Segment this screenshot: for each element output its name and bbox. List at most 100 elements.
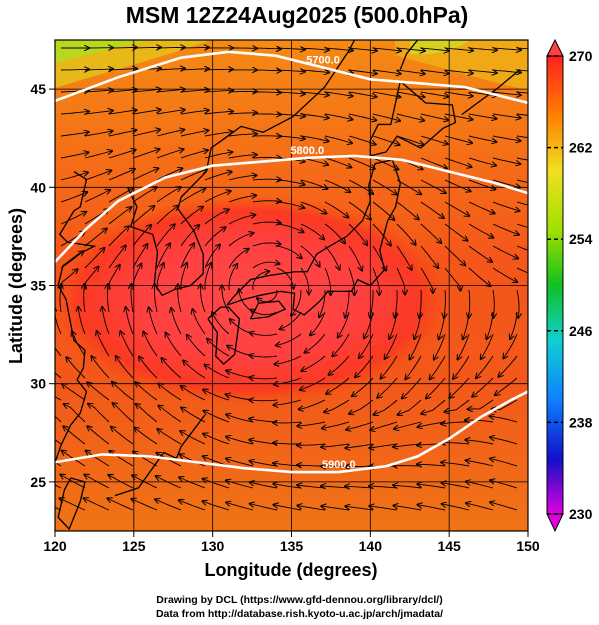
streamline-arrow xyxy=(468,157,496,166)
streamline-arrow xyxy=(417,484,446,489)
streamline-arrow xyxy=(444,69,473,73)
streamline-arrow xyxy=(192,309,206,335)
streamline-arrow xyxy=(180,69,209,70)
colorbar-tick-label: 238 xyxy=(569,414,593,430)
streamline-arrow xyxy=(492,245,518,259)
streamline-arrow xyxy=(134,428,158,445)
streamline-arrow xyxy=(226,502,254,511)
streamline-arrow xyxy=(297,421,326,426)
streamline-arrow xyxy=(276,136,305,139)
colorbar-tick-label: 270 xyxy=(569,48,593,64)
credit-drawing: Drawing by DCL (https://www.gfd-dennou.o… xyxy=(156,594,443,606)
streamline-arrow xyxy=(55,415,62,423)
streamline-arrow xyxy=(55,484,62,489)
streamline-arrow xyxy=(324,223,345,243)
streamline-arrow xyxy=(55,372,62,379)
streamline-arrow xyxy=(420,157,447,168)
streamline-arrow xyxy=(250,333,278,336)
streamline-arrow xyxy=(228,134,257,136)
streamline-arrow xyxy=(396,245,412,270)
streamline-arrow xyxy=(181,408,206,423)
streamline-arrow xyxy=(329,355,350,375)
streamline-arrow xyxy=(228,175,257,181)
streamline-arrow xyxy=(87,382,110,401)
streamline-arrow xyxy=(84,475,110,489)
streamline-arrow xyxy=(468,201,495,213)
streamline-arrow xyxy=(453,355,470,379)
height-contours: 5700.0 5800.0 5900.0 xyxy=(55,50,528,474)
streamline-arrow xyxy=(492,48,521,50)
streamline-arrow xyxy=(203,479,230,489)
streamline-arrow xyxy=(348,48,377,51)
streamline-arrow xyxy=(420,113,448,120)
streamline-arrow xyxy=(92,356,110,379)
streamline-arrow xyxy=(107,284,109,313)
streamline-arrow xyxy=(493,289,494,318)
streamline-arrow xyxy=(349,399,374,414)
streamline-arrow xyxy=(301,355,326,371)
coastlines xyxy=(55,40,521,531)
streamline-arrow xyxy=(156,89,185,92)
streamline-arrow xyxy=(180,110,209,115)
streamline-arrow xyxy=(112,403,134,423)
streamline-arrow xyxy=(86,451,110,467)
streamline-arrow xyxy=(276,267,294,289)
streamline-arrow xyxy=(348,201,371,219)
streamline-arrow xyxy=(55,307,62,335)
streamline-arrow xyxy=(517,289,519,318)
streamline-arrow xyxy=(84,111,113,115)
streamline-arrow xyxy=(252,114,281,115)
streamline-arrow xyxy=(126,307,134,335)
streamline-arrow xyxy=(374,399,398,415)
streamline-arrow xyxy=(157,429,182,445)
streamline-arrow xyxy=(348,113,376,120)
streamline-arrow xyxy=(398,399,422,415)
streamline-arrow xyxy=(468,245,492,262)
streamline-arrow xyxy=(300,135,329,141)
streamline-arrow xyxy=(516,245,528,251)
height-contour-line xyxy=(55,390,528,474)
streamline-arrow xyxy=(492,135,521,141)
streamline-arrow xyxy=(84,69,113,70)
streamline-arrow xyxy=(55,461,62,467)
streamline-arrow xyxy=(84,228,107,247)
streamline-arrow xyxy=(156,69,185,71)
x-axis-ticks: 120 125 130 135 140 145 150 xyxy=(43,531,540,554)
streamline-arrow xyxy=(492,223,519,235)
streamline-arrow xyxy=(449,377,470,398)
streamline-arrow xyxy=(490,416,518,423)
streamline-arrow xyxy=(252,158,281,159)
colorbar: 230 238 246 254 262 270 xyxy=(546,38,593,533)
streamline-arrow xyxy=(468,135,496,142)
streamline-arrow xyxy=(108,207,131,225)
streamline-arrow xyxy=(60,172,88,181)
map-plot-area: 5700.0 5800.0 5900.0 xyxy=(55,40,528,531)
streamline-arrow xyxy=(84,90,113,92)
streamline-arrow xyxy=(381,355,398,379)
streamline-arrow xyxy=(419,289,421,318)
streamline-arrow xyxy=(300,70,329,73)
streamline-arrow xyxy=(466,460,494,467)
streamline-arrow xyxy=(156,110,185,115)
streamline-arrow xyxy=(120,331,134,357)
streamline-arrow xyxy=(204,90,233,92)
streamline-arrow xyxy=(180,188,205,203)
streamline-arrow xyxy=(492,91,521,95)
streamline-arrow xyxy=(205,365,230,379)
streamline-arrow xyxy=(370,421,398,430)
streamline-arrow xyxy=(55,438,62,445)
streamline-arrow xyxy=(84,151,112,159)
streamline-arrow xyxy=(300,113,329,118)
streamline-arrow xyxy=(465,440,494,445)
streamline-arrow xyxy=(332,333,350,356)
streamline-arrow xyxy=(131,284,133,313)
colorbar-tick-label: 262 xyxy=(569,140,593,156)
streamline-arrow xyxy=(228,113,257,114)
streamline-arrow xyxy=(156,149,184,159)
streamline-arrow xyxy=(414,311,422,339)
streamline-arrow xyxy=(516,223,528,229)
streamline-arrow xyxy=(324,135,352,143)
streamline-arrow xyxy=(84,171,111,181)
streamline-arrow xyxy=(324,399,350,412)
streamline-arrow xyxy=(171,308,182,335)
